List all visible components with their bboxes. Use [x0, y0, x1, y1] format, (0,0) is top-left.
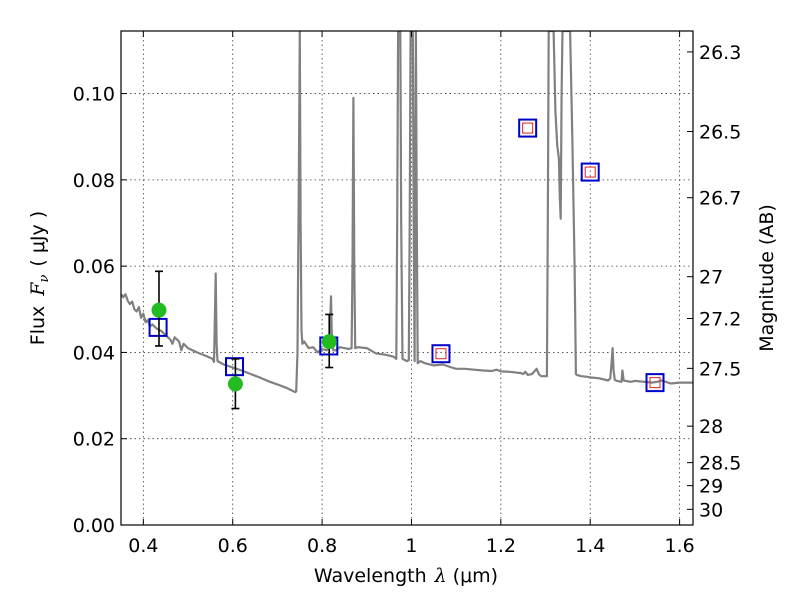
magnitude-tick-label: 26.7: [699, 188, 741, 210]
y-tick-label: 0.04: [73, 342, 115, 364]
photometry-markers: [148, 118, 665, 410]
photometry-inner-square: [435, 348, 447, 360]
photometry-inner-square: [584, 166, 596, 178]
model-sed-layer: [121, 31, 693, 394]
magnitude-tick-label: 26.3: [699, 42, 741, 64]
x-tick-label: 1.4: [575, 535, 605, 557]
magnitude-tick-label: 30: [699, 499, 723, 521]
magnitude-tick-label: 27.2: [699, 308, 741, 330]
model-photometry-square: [645, 373, 665, 393]
y2-axis-label: Magnitude (AB): [756, 204, 778, 352]
model-photometry-square: [431, 344, 451, 364]
x-tick-label: 1.6: [664, 535, 694, 557]
observed-photometry-point: [151, 302, 167, 318]
y-tick-label: 0.08: [73, 170, 115, 192]
photometry-inner-square: [649, 377, 661, 389]
y-tick-label: 0.00: [73, 515, 115, 537]
model-sed-line: [121, 31, 693, 394]
grid-lines: [121, 31, 693, 526]
y-tick-label: 0.02: [73, 429, 115, 451]
magnitude-tick-label: 26.5: [699, 121, 741, 143]
model-photometry-square: [148, 317, 168, 337]
photometry-inner-square: [522, 122, 534, 134]
x-tick-label: 0.8: [307, 535, 337, 557]
magnitude-tick-label: 29: [699, 476, 723, 498]
y-tick-label: 0.06: [73, 256, 115, 278]
model-photometry-square: [580, 162, 600, 182]
x-tick-label: 0.4: [128, 535, 158, 557]
x-tick-label: 1.2: [486, 535, 516, 557]
y-tick-label: 0.10: [73, 84, 115, 106]
y-axis-label: FluxFν( μJy ): [27, 211, 52, 345]
plot-frame: [120, 30, 694, 526]
model-photometry-square: [518, 118, 538, 138]
observed-photometry-point: [321, 334, 337, 350]
observed-photometry-point: [227, 376, 243, 392]
x-tick-label: 1: [405, 535, 417, 557]
magnitude-tick-label: 27: [699, 267, 723, 289]
x-tick-label: 0.6: [218, 535, 248, 557]
magnitude-tick-label: 27.5: [699, 358, 741, 380]
axis-ticks: 0.4 0.6 0.8 1 1.2 1.4 1.6 0.00 0.02 0.04 0.06 0.08 0…: [73, 31, 741, 557]
magnitude-tick-label: 28.5: [699, 453, 741, 475]
x-axis-label-text: Wavelength: [314, 565, 427, 587]
x-axis-label: Wavelength λ (μm): [314, 565, 498, 587]
magnitude-tick-label: 28: [699, 416, 723, 438]
